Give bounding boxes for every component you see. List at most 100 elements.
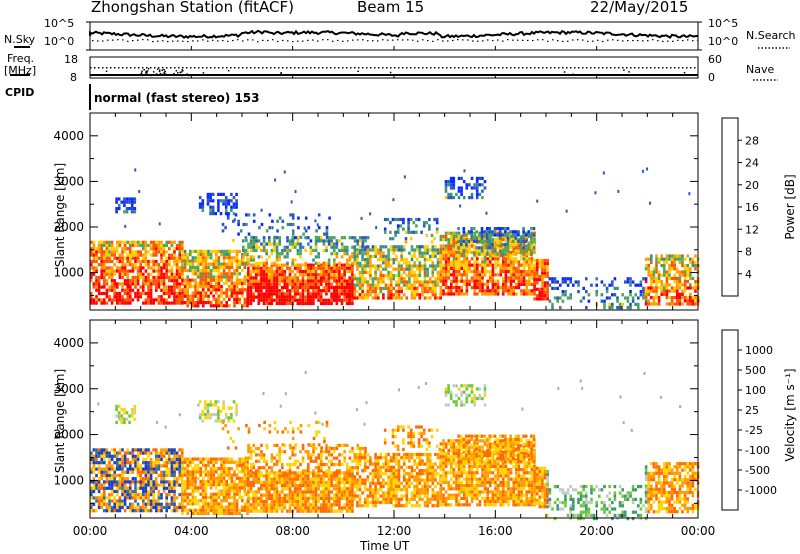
heatmap-cell <box>502 260 505 264</box>
heatmap-cell <box>498 233 502 237</box>
heatmap-cell <box>157 279 161 283</box>
heatmap-cell <box>238 291 241 295</box>
heatmap-cell <box>488 252 492 256</box>
heatmap-cell <box>142 282 145 286</box>
heatmap-cell <box>278 236 281 240</box>
heatmap-cell <box>242 255 245 259</box>
heatmap-cell <box>450 266 453 270</box>
heatmap-cell <box>181 278 184 282</box>
heatmap-cell <box>202 483 205 487</box>
heatmap-cell <box>116 301 119 305</box>
heatmap-cell <box>356 280 359 284</box>
heatmap-cell <box>384 283 388 287</box>
heatmap-cell <box>233 460 236 464</box>
heatmap-cell <box>168 269 171 273</box>
heatmap-cell <box>121 263 124 267</box>
heatmap-cell <box>502 247 505 251</box>
heatmap-cell <box>678 299 682 303</box>
heatmap-cell <box>152 505 155 510</box>
heatmap-cell <box>405 283 409 287</box>
heatmap-cell <box>455 238 458 242</box>
heatmap-cell <box>217 476 221 480</box>
heatmap-cell <box>118 243 122 248</box>
heatmap-cell <box>92 253 96 257</box>
heatmap-cell <box>260 266 263 270</box>
heatmap-cell <box>522 270 526 274</box>
heatmap-cell <box>260 496 263 500</box>
heatmap-cell <box>121 470 124 474</box>
heatmap-cell <box>333 248 336 253</box>
heatmap-cell <box>564 293 567 297</box>
heatmap-cell <box>128 197 131 201</box>
heatmap-cell <box>126 480 129 484</box>
heatmap-cell <box>428 280 432 284</box>
heatmap-cell <box>165 269 168 273</box>
heatmap-cell <box>418 261 422 265</box>
heatmap-cell <box>382 258 385 262</box>
heatmap-cell <box>215 275 218 279</box>
heatmap-cell <box>131 470 135 474</box>
heatmap-cell <box>273 298 276 302</box>
heatmap-cell <box>110 473 114 478</box>
heatmap-cell <box>233 492 236 496</box>
heatmap-cell <box>257 279 261 283</box>
heatmap-cell <box>126 263 129 267</box>
heatmap-cell <box>131 454 135 458</box>
heatmap-cell <box>142 489 145 494</box>
heatmap-cell <box>312 263 315 267</box>
heatmap-cell <box>206 199 210 203</box>
heatmap-cell <box>181 489 184 493</box>
heatmap-cell <box>257 255 261 259</box>
noise-search-dot <box>177 40 179 42</box>
heatmap-cell <box>217 275 221 279</box>
heatmap-cell <box>230 479 234 484</box>
heatmap-cell <box>265 487 268 491</box>
heatmap-cell <box>126 259 129 264</box>
heatmap-cell <box>546 281 549 285</box>
heatmap-cell <box>209 256 213 260</box>
heatmap-cell <box>228 262 231 266</box>
heatmap-cell <box>196 502 200 506</box>
heatmap-cell <box>191 265 195 269</box>
heatmap-cell <box>288 248 292 253</box>
heatmap-cell <box>394 217 397 222</box>
heatmap-cell <box>533 281 536 285</box>
heatmap-cell <box>348 255 352 259</box>
heatmap-cell <box>149 240 153 244</box>
heatmap-cell <box>299 301 302 306</box>
heatmap-cell <box>404 240 408 244</box>
heatmap-cell <box>155 275 158 280</box>
heatmap-cell <box>92 298 96 302</box>
heatmap-cell <box>306 301 310 306</box>
heatmap-cell <box>678 254 682 258</box>
noise-search-dot <box>167 40 169 43</box>
heatmap-cell <box>421 286 424 290</box>
heatmap-cell <box>123 250 127 254</box>
heatmap-cell <box>147 295 150 299</box>
heatmap-cell <box>413 251 416 255</box>
heatmap-cell <box>436 261 440 265</box>
heatmap-cell <box>270 471 274 475</box>
heatmap-cell <box>356 290 359 294</box>
heatmap-cell <box>538 297 542 301</box>
heatmap-cell <box>160 282 163 286</box>
heatmap-cell <box>455 273 458 277</box>
heatmap-cell <box>133 200 137 204</box>
heatmap-cell <box>286 252 289 256</box>
noise-search-dot <box>337 39 339 42</box>
heatmap-cell <box>366 290 370 294</box>
heatmap-cell <box>551 277 554 281</box>
heatmap-cell <box>423 286 427 290</box>
heatmap-cell <box>455 286 458 290</box>
heatmap-cell <box>254 263 258 267</box>
heatmap-cell <box>241 495 244 500</box>
heatmap-cell <box>481 282 484 286</box>
heatmap-cell <box>348 236 352 240</box>
heatmap-cell <box>353 251 357 255</box>
heatmap-cell <box>118 461 122 465</box>
heatmap-cell <box>408 267 411 271</box>
heatmap-cell <box>267 295 271 299</box>
heatmap-cell <box>152 247 155 251</box>
heatmap-cell <box>275 266 279 270</box>
heatmap-cell <box>162 263 166 267</box>
